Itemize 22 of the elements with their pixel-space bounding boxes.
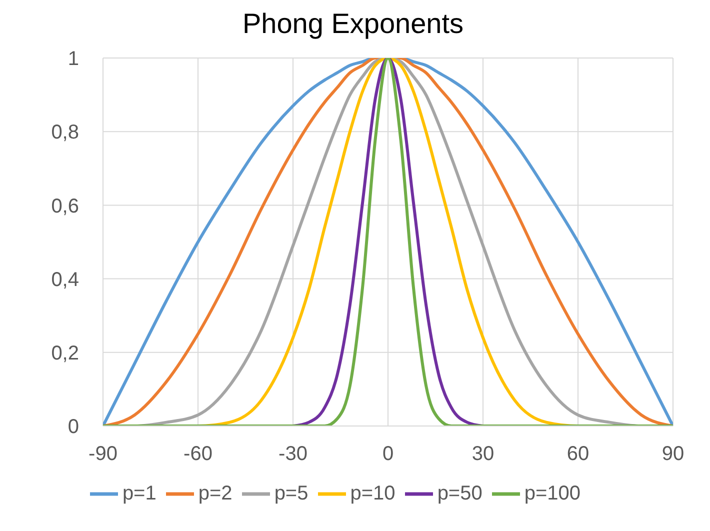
- y-tick-label: 1: [68, 48, 79, 70]
- x-tick-label: -90: [88, 443, 118, 466]
- y-tick-label: 0,4: [51, 268, 79, 291]
- legend-label: p=1: [122, 482, 156, 504]
- x-tick-label: 90: [662, 443, 684, 466]
- x-tick-label: 60: [566, 443, 590, 466]
- line-series: [103, 58, 673, 426]
- chart-title: Phong Exponents: [241, 8, 465, 41]
- legend-label: p=100: [524, 482, 581, 504]
- y-tick-label: 0,2: [51, 342, 79, 364]
- x-tick-label: -30: [278, 443, 308, 466]
- y-tick-label: 0,8: [51, 122, 79, 144]
- legend-label: p=50: [437, 482, 482, 504]
- legend-label: p=5: [274, 482, 308, 504]
- x-tick-label: -60: [184, 443, 212, 466]
- x-tick-label: 30: [472, 443, 494, 466]
- y-tick-label: 0,6: [51, 195, 79, 218]
- legend-label: p=10: [350, 482, 396, 504]
- line-series: [292, 58, 484, 426]
- x-tick-label: 0: [382, 443, 394, 466]
- legend-label: p=2: [198, 482, 232, 504]
- y-tick-label: 0: [68, 416, 79, 438]
